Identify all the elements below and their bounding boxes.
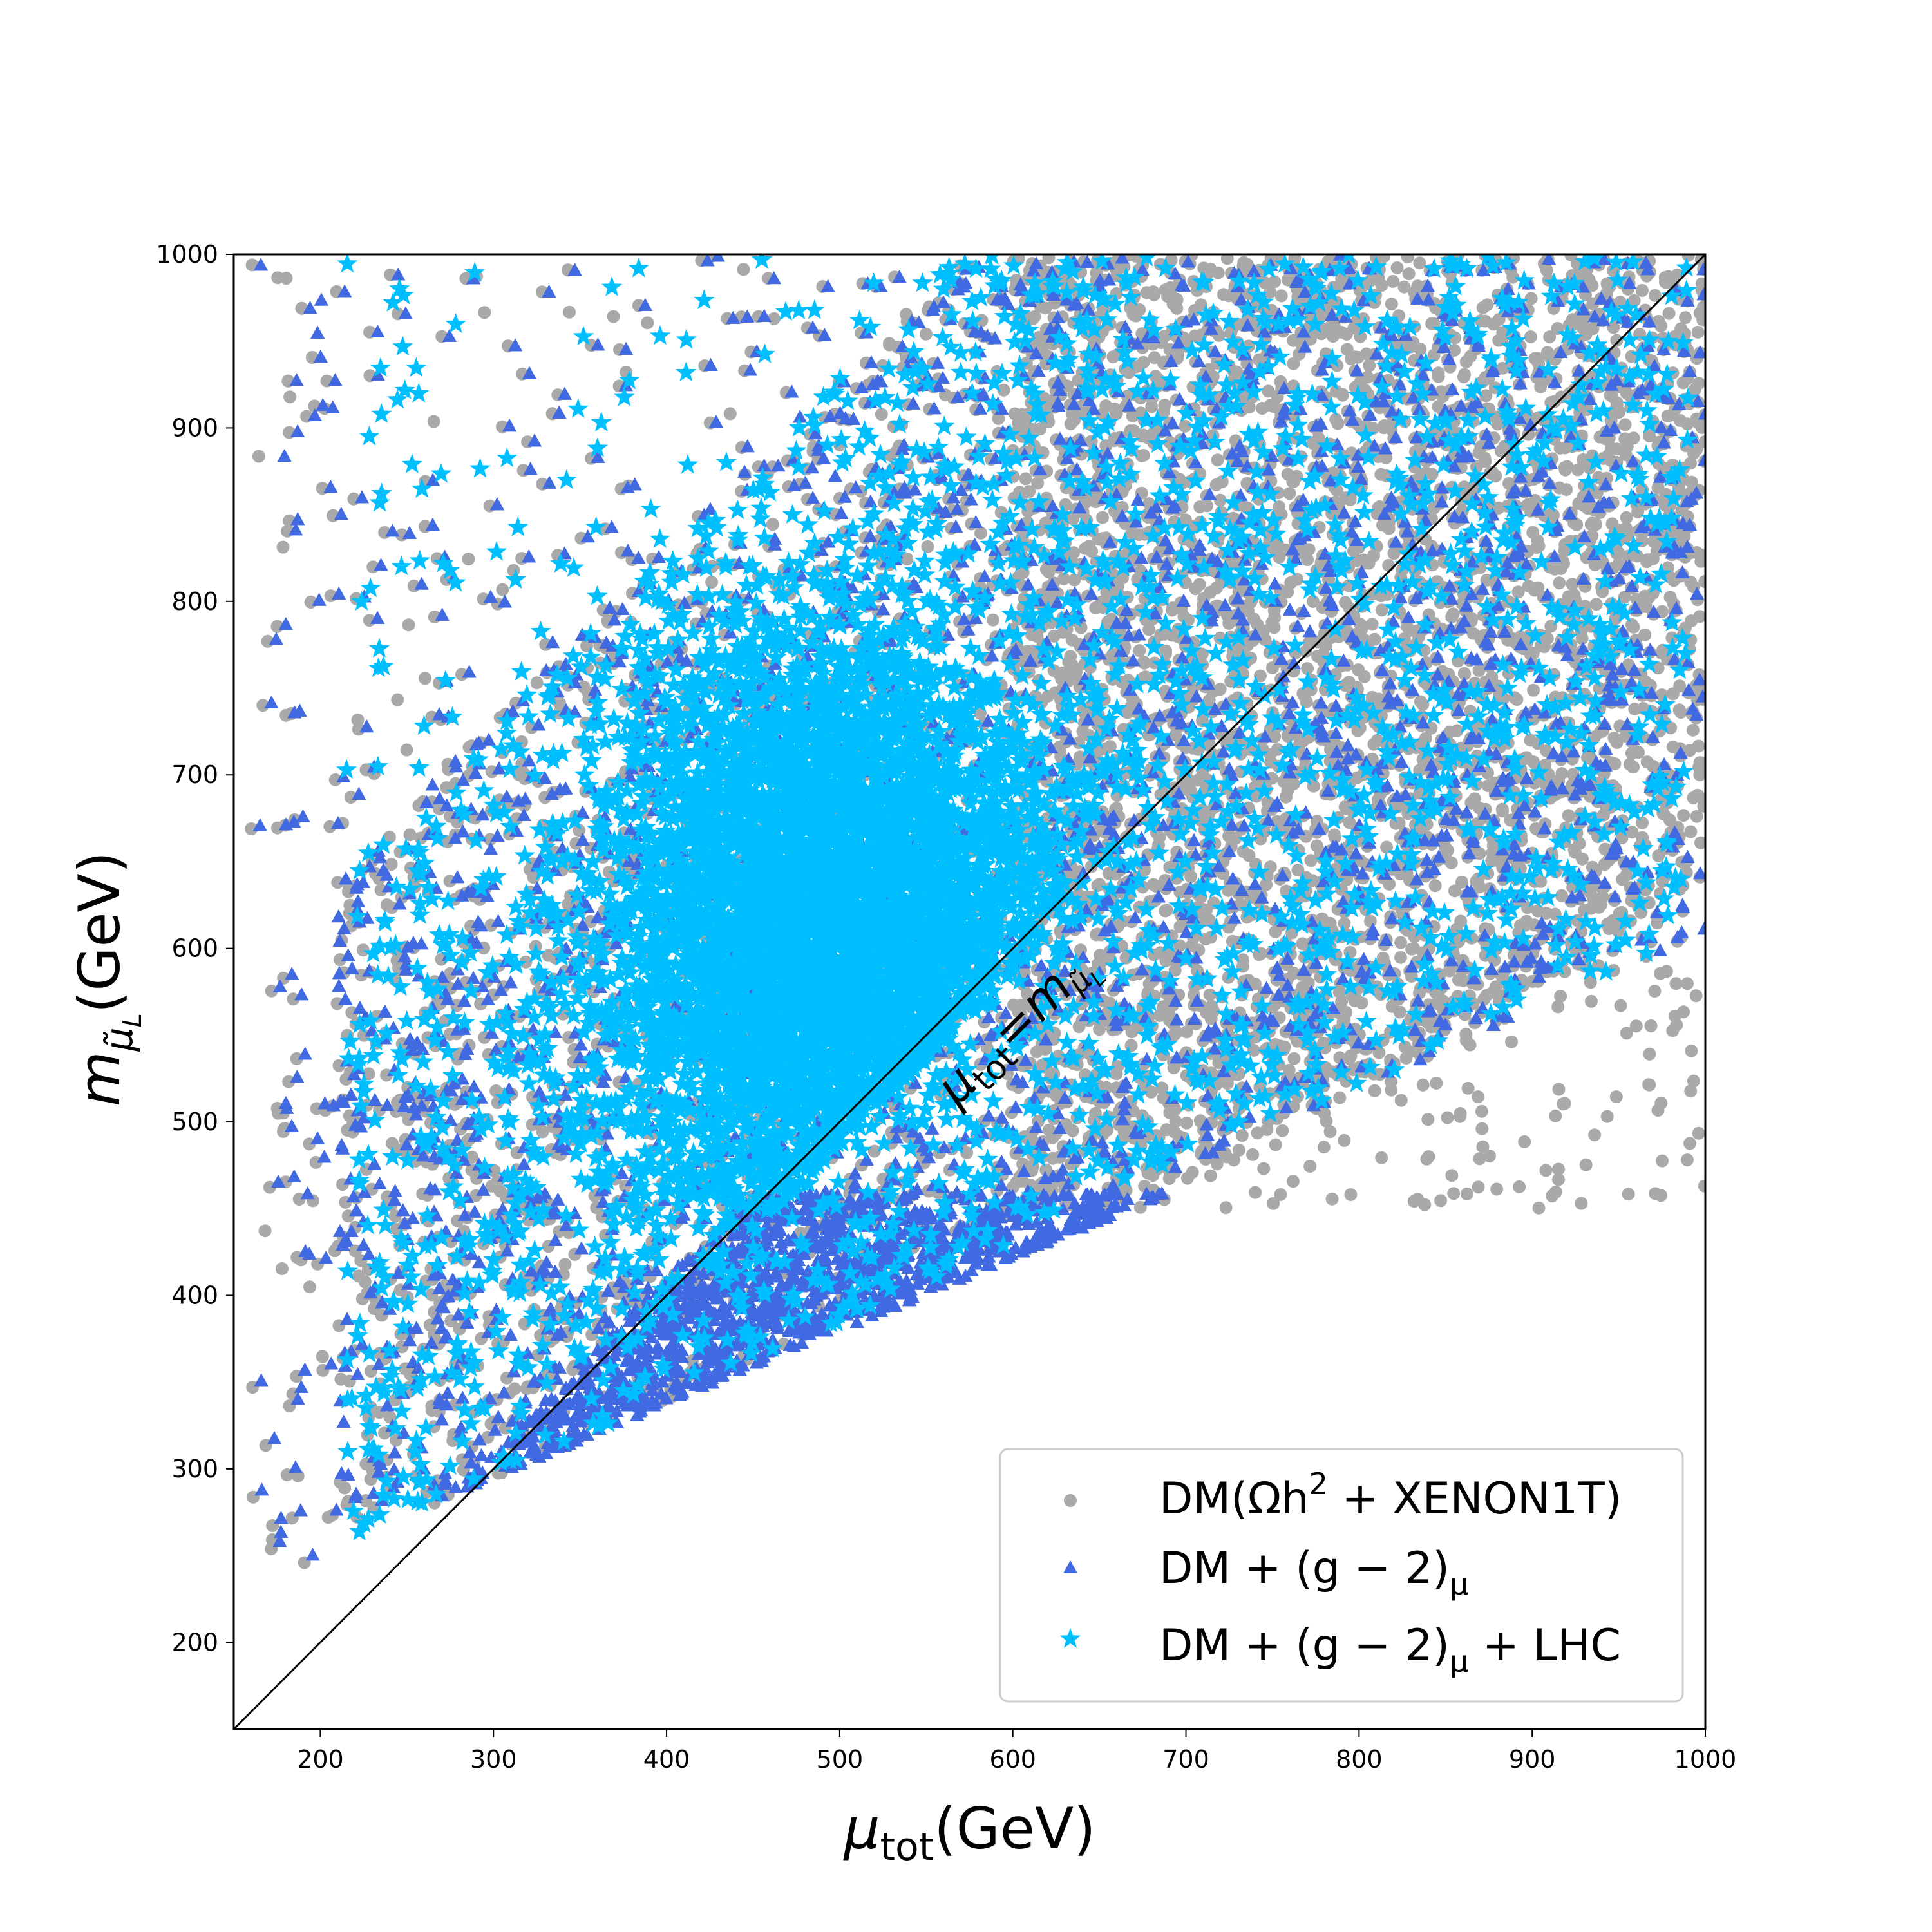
data-point [303,1280,316,1294]
data-point [1235,1129,1249,1142]
data-point [496,583,509,596]
data-point [1363,359,1376,372]
data-point [607,310,620,323]
data-point [530,676,544,690]
data-point [383,1410,397,1424]
data-point [362,1067,375,1081]
data-point [1472,1090,1485,1103]
data-point [1042,254,1056,265]
data-point [641,316,654,330]
data-point [921,540,934,553]
data-point [276,540,290,554]
data-point [867,1144,881,1158]
data-point [1644,1019,1658,1032]
data-point [766,518,779,531]
data-point [767,312,781,325]
data-point [283,390,297,404]
data-point [1428,879,1442,893]
data-point [974,526,987,540]
data-point [1164,254,1178,267]
data-point [997,383,1010,397]
data-point [1274,289,1288,303]
data-point [558,1258,572,1271]
data-point [1333,1091,1347,1104]
data-point [1291,864,1305,876]
data-point [1555,889,1568,902]
data-point [1684,825,1698,838]
data-point [1057,572,1070,585]
data-point [462,553,475,566]
data-point [258,1224,272,1238]
data-point [1019,472,1032,486]
data-point [419,672,431,685]
data-point [384,858,398,871]
data-point [987,613,999,627]
data-point [1532,1201,1546,1215]
data-point [403,828,417,842]
data-point [723,407,737,421]
data-point [705,576,718,589]
data-point [900,553,914,566]
data-point [1524,292,1538,305]
data-point [351,714,365,726]
data-point [1662,307,1676,320]
data-point [1413,256,1426,270]
data-point [875,408,888,421]
data-point [383,831,396,844]
data-point [1618,418,1632,431]
data-point [1304,854,1318,867]
data-point [478,306,491,319]
data-point [1066,1124,1079,1137]
data-point [466,1150,479,1164]
data-point [1686,723,1700,737]
data-point [1390,261,1404,274]
data-point [563,305,576,319]
data-point [402,618,415,632]
data-point [1254,669,1267,683]
data-points [245,254,1705,1569]
data-point [1472,1180,1485,1194]
data-point [960,1146,974,1159]
data-point [1246,1148,1260,1161]
data-point [919,327,933,341]
data-point [275,1262,289,1275]
data-point [316,1350,329,1363]
data-point [1211,453,1224,467]
data-point [1401,254,1414,263]
data-point [1444,856,1458,869]
data-point [488,1164,501,1177]
data-point [737,263,750,276]
data-point [279,272,293,285]
data-point [1325,1192,1339,1206]
data-point [391,693,404,706]
data-point [400,743,413,757]
data-point [1496,361,1510,375]
data-point [427,415,440,428]
data-point [352,1269,365,1283]
data-point [1689,383,1702,396]
data-point [252,450,265,463]
data-point [356,943,370,957]
